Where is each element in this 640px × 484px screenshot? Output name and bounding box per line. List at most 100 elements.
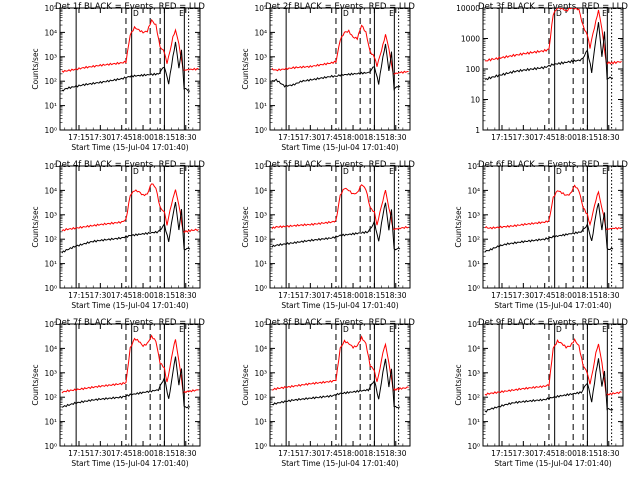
y-tick-label: 10⁵ xyxy=(254,320,267,329)
y-tick-label: 10³ xyxy=(467,211,480,220)
events-series-line xyxy=(271,358,401,409)
y-tick-label: 10¹ xyxy=(44,418,57,427)
x-tick-label: 17:15 xyxy=(278,291,300,300)
x-tick-label: 17:30 xyxy=(513,291,535,300)
plot-frame xyxy=(269,323,411,447)
y-axis-label: Counts/sec xyxy=(241,206,250,247)
x-tick-label: 18:00 xyxy=(342,133,364,142)
x-tick-label: 18:30 xyxy=(175,449,197,458)
x-axis-label: Start Time (15-Jul-04 17:01:40) xyxy=(494,301,611,310)
x-tick-label: 18:15 xyxy=(577,133,599,142)
events-series-line xyxy=(484,22,613,81)
plot-frame xyxy=(482,165,624,289)
y-tick-label: 10³ xyxy=(44,369,57,378)
y-axis-label: Counts/sec xyxy=(241,48,250,89)
y-tick-label: 10³ xyxy=(44,211,57,220)
y-tick-label: 10³ xyxy=(254,211,267,220)
x-tick-label: 17:45 xyxy=(534,291,556,300)
y-tick-label: 10⁵ xyxy=(44,4,57,13)
x-tick-label: 17:15 xyxy=(278,133,300,142)
y-axis-label: Counts/sec xyxy=(454,206,463,247)
x-tick-label: 18:00 xyxy=(132,133,154,142)
y-tick-label: 10² xyxy=(44,235,57,244)
x-tick-label: 18:00 xyxy=(132,449,154,458)
x-tick-label: 18:15 xyxy=(154,133,176,142)
plot-title: Det 4f BLACK = Events, RED = LLD xyxy=(55,160,205,170)
plot-title: Det 1f BLACK = Events, RED = LLD xyxy=(55,2,205,12)
y-tick-label: 10⁵ xyxy=(254,4,267,13)
y-tick-label: 10¹ xyxy=(254,260,267,269)
events-series-line xyxy=(271,202,401,251)
y-tick-label: 10⁵ xyxy=(254,162,267,171)
y-tick-label: 10¹ xyxy=(44,260,57,269)
region-label: D xyxy=(343,9,349,18)
y-tick-label: 10¹ xyxy=(467,260,480,269)
plot-panel-4: Det 4f BLACK = Events, RED = LLD 10⁰ 10¹ 10… xyxy=(31,160,205,310)
region-label: E xyxy=(602,9,607,18)
events-series-line xyxy=(484,203,614,253)
x-tick-label: 17:30 xyxy=(300,133,322,142)
region-label: E xyxy=(389,325,394,334)
plot-frame xyxy=(269,165,411,289)
x-tick-label: 17:45 xyxy=(321,133,343,142)
plot-panel-1: Det 1f BLACK = Events, RED = LLD 10⁰ 10¹ 10… xyxy=(31,2,205,152)
x-tick-label: 17:30 xyxy=(90,291,112,300)
y-tick-label: 10⁴ xyxy=(254,344,267,353)
y-tick-label: 10⁰ xyxy=(254,442,267,451)
plot-panel-3: Det 3f BLACK = Events, RED = LLD 1 10 100 10… xyxy=(456,2,628,142)
x-tick-label: 17:30 xyxy=(513,133,535,142)
x-tick-label: 17:30 xyxy=(513,449,535,458)
y-tick-label: 10⁴ xyxy=(44,344,57,353)
region-label: D xyxy=(556,325,562,334)
events-series-line xyxy=(61,356,191,409)
plot-title: Det 3f BLACK = Events, RED = LLD xyxy=(478,2,628,12)
plot-frame xyxy=(59,165,201,289)
y-tick-label: 10² xyxy=(467,235,480,244)
y-tick-label: 10² xyxy=(254,77,267,86)
region-label: E xyxy=(179,167,184,176)
y-tick-label: 10² xyxy=(44,393,57,402)
region-label: E xyxy=(602,325,607,334)
lld-series-line xyxy=(484,8,622,65)
y-tick-label: 10⁴ xyxy=(467,344,480,353)
x-axis-label: Start Time (15-Jul-04 17:01:40) xyxy=(281,143,398,152)
y-tick-label: 10¹ xyxy=(254,102,267,111)
y-tick-label: 100 xyxy=(466,65,481,74)
x-axis-label: Start Time (15-Jul-04 17:01:40) xyxy=(494,459,611,468)
lld-series-line xyxy=(484,184,622,231)
y-tick-label: 10¹ xyxy=(44,102,57,111)
x-tick-label: 17:45 xyxy=(111,133,133,142)
y-tick-label: 10⁵ xyxy=(467,320,480,329)
region-label: E xyxy=(602,167,607,176)
plot-panel-5: Det 5f BLACK = Events, RED = LLD 10⁰ 10¹ 10… xyxy=(241,160,415,310)
y-tick-label: 10⁰ xyxy=(44,126,57,135)
x-tick-label: 18:15 xyxy=(364,133,386,142)
events-series-line xyxy=(484,358,614,413)
y-tick-label: 10⁰ xyxy=(254,126,267,135)
x-tick-label: 18:30 xyxy=(175,133,197,142)
y-tick-label: 10⁰ xyxy=(44,284,57,293)
x-tick-label: 17:30 xyxy=(90,449,112,458)
x-tick-label: 18:00 xyxy=(555,133,577,142)
y-tick-label: 10² xyxy=(44,77,57,86)
lld-series-line xyxy=(61,334,199,395)
y-tick-label: 10⁰ xyxy=(44,442,57,451)
region-label: E xyxy=(179,9,184,18)
plot-panel-2: Det 2f BLACK = Events, RED = LLD 10⁰ 10¹ 10… xyxy=(241,2,415,152)
lld-series-line xyxy=(484,337,622,397)
y-tick-label: 10² xyxy=(254,393,267,402)
y-tick-label: 10² xyxy=(254,235,267,244)
x-tick-label: 17:30 xyxy=(90,133,112,142)
region-label: D xyxy=(556,9,562,18)
y-axis-label: Counts/sec xyxy=(241,364,250,405)
y-axis-label: Counts/sec xyxy=(31,206,40,247)
region-label: E xyxy=(179,325,184,334)
x-axis-label: Start Time (15-Jul-04 17:01:40) xyxy=(281,301,398,310)
plot-title: Det 2f BLACK = Events, RED = LLD xyxy=(265,2,415,12)
plot-frame xyxy=(482,323,624,447)
plot-title: Det 8f BLACK = Events, RED = LLD xyxy=(265,318,415,328)
x-tick-label: 18:15 xyxy=(577,291,599,300)
plot-title: Det 7f BLACK = Events, RED = LLD xyxy=(55,318,205,328)
x-tick-label: 18:00 xyxy=(555,291,577,300)
